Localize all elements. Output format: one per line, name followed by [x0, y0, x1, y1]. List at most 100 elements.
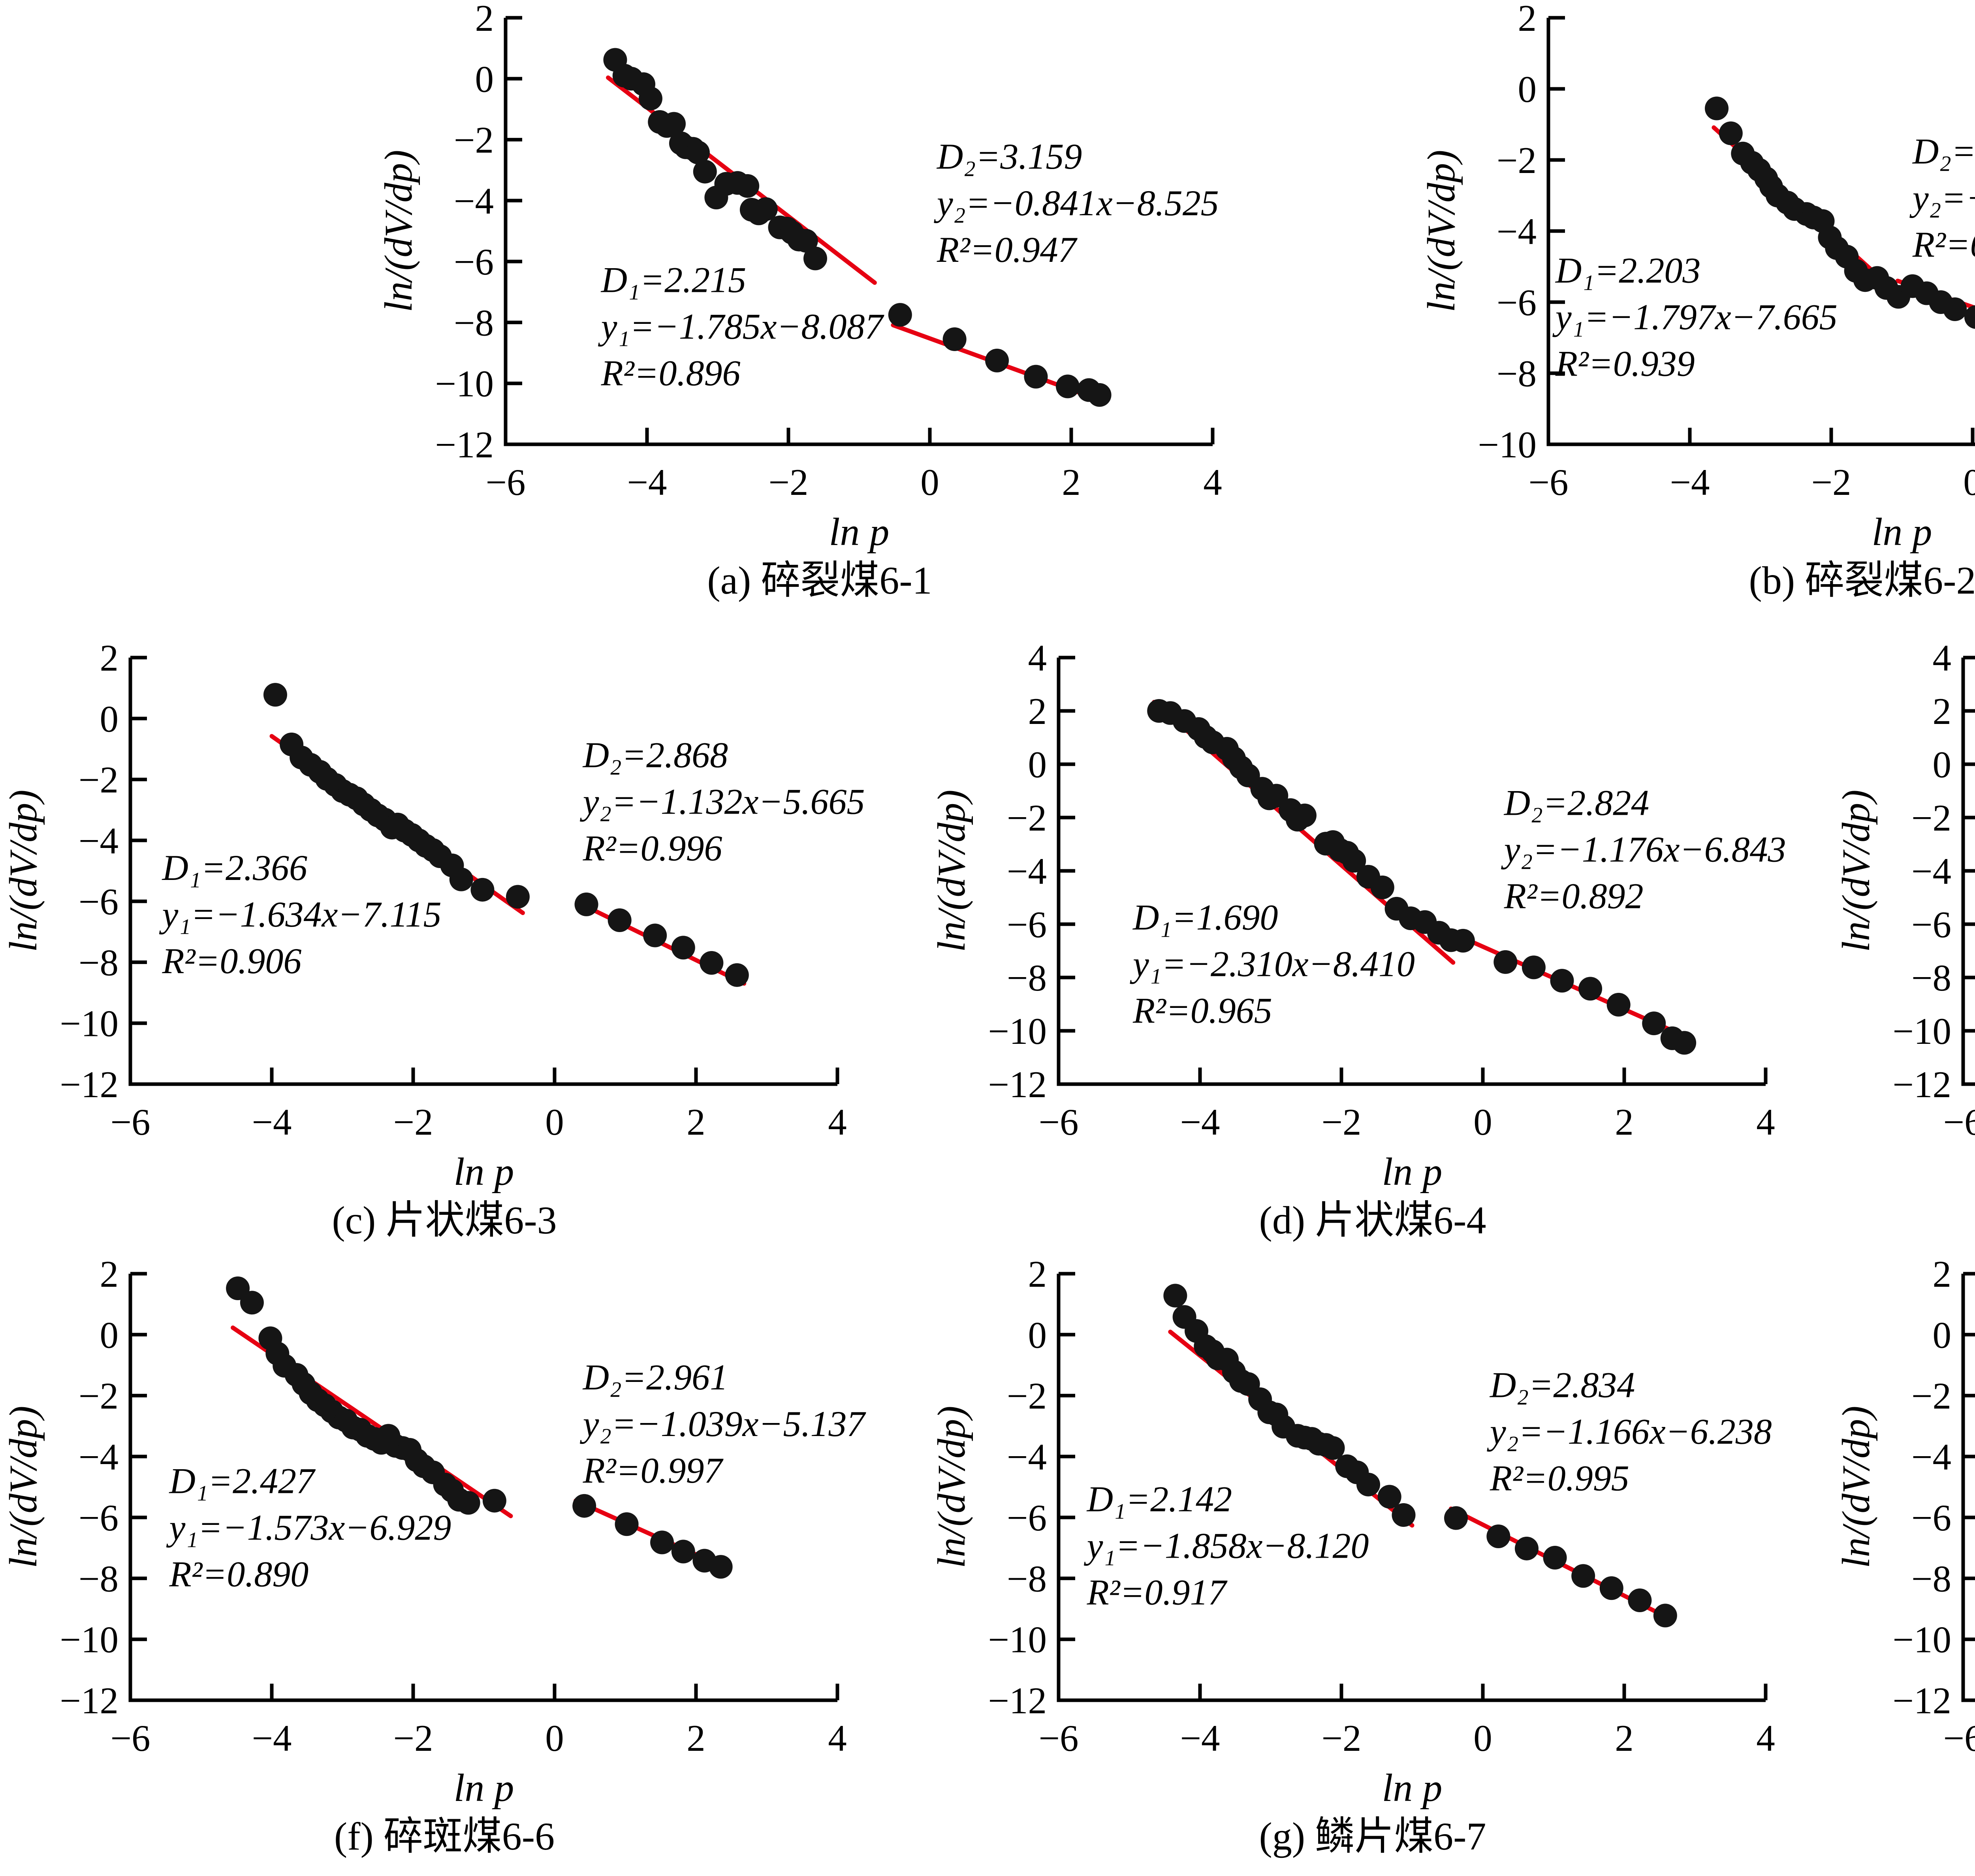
y-tick-label: 2	[1028, 1253, 1047, 1295]
x-tick-label: −4	[252, 1717, 292, 1759]
y-tick-label: −8	[1911, 1558, 1951, 1600]
fit-2-annotation-line: y₂=−0.694x−6.137	[1909, 178, 1975, 218]
x-tick-label: −4	[1670, 461, 1710, 503]
y-tick-label: 4	[1933, 640, 1952, 679]
data-point-seg2	[671, 1540, 695, 1564]
fit-1-annotation-line: y₁=−1.573x−6.929	[166, 1507, 451, 1547]
data-point-seg2	[1606, 993, 1631, 1017]
y-tick-label: 0	[100, 698, 119, 740]
data-point-seg1	[1356, 1472, 1381, 1496]
y-tick-label: −6	[79, 881, 118, 923]
fit-2-annotation-line: y₂=−0.841x−8.525	[934, 183, 1219, 223]
y-tick-label: 2	[100, 637, 119, 679]
data-point-seg2	[1642, 1011, 1666, 1036]
x-tick-label: −2	[768, 461, 808, 503]
data-point-seg2	[1599, 1576, 1623, 1600]
y-tick-label: 2	[1028, 690, 1047, 732]
fit-2-annotation-line: R²=0.965	[1912, 224, 1975, 265]
fit-2-annotation-line: D₂=2.824	[1503, 782, 1650, 823]
data-point-seg2	[1550, 969, 1574, 993]
data-point-seg1	[686, 140, 710, 164]
x-tick-label: 0	[545, 1717, 564, 1759]
fit-1-annotation-line: D₁=2.215	[600, 259, 747, 300]
x-tick-label: 4	[828, 1101, 847, 1143]
data-point-seg1	[693, 160, 717, 184]
data-point-seg2	[1943, 297, 1967, 321]
x-tick-label: −4	[1180, 1717, 1220, 1759]
subplot-d: 4 2 0 −2 −4 −6 −8 −10 −12 −6 −4 −2 0 2 4 ln/(dV/dp) ln p…	[928, 637, 1817, 1260]
y-tick-label: −2	[1007, 1375, 1047, 1417]
y-tick-label: −10	[1478, 424, 1537, 466]
data-point-seg2	[888, 303, 912, 327]
fit-1-annotation-line: D₁=2.366	[162, 848, 308, 888]
data-point-seg1	[263, 683, 287, 707]
y-tick-label: −12	[988, 1064, 1047, 1105]
data-point-seg1	[456, 1491, 480, 1515]
data-point-seg2	[615, 1512, 639, 1536]
fit-2-annotation-line: R²=0.996	[583, 828, 722, 868]
fit-2-annotation-line: D₂=3.306	[1912, 131, 1975, 171]
x-tick-label: 4	[828, 1717, 847, 1759]
data-point-seg2	[1024, 365, 1048, 389]
fit-2-annotation-line: D₂=3.159	[936, 136, 1082, 177]
fit-2-annotation-line: D₂=2.961	[582, 1357, 728, 1397]
data-point-seg2	[1514, 1536, 1539, 1560]
data-point-seg2	[572, 1494, 596, 1518]
fit-1-annotation-line: D₁=2.427	[168, 1461, 316, 1501]
subplot-caption: (d) 片状煤6-4	[1259, 1198, 1486, 1242]
y-tick-label: 2	[100, 1253, 119, 1295]
x-axis-label: ln p	[829, 510, 890, 554]
data-point-seg2	[709, 1555, 733, 1579]
y-tick-label: −6	[454, 241, 494, 283]
y-tick-label: −10	[988, 1619, 1047, 1661]
fit-1-annotation-line: R²=0.939	[1555, 344, 1695, 384]
x-tick-label: −6	[1038, 1717, 1078, 1759]
chart-f: 20−2−4−6−8−10−12−6 −4 −2 0 2 4ln/(dV/dp)ln pD…	[1, 1253, 866, 1810]
y-tick-label: −8	[1911, 957, 1951, 999]
data-point-seg2	[1451, 929, 1475, 953]
fit-1-annotation-line: R²=0.890	[169, 1554, 308, 1594]
y-tick-label: −10	[60, 1619, 118, 1661]
fit-1-annotation-line: R²=0.896	[601, 353, 741, 393]
y-tick-label: 2	[475, 0, 494, 39]
data-point-seg1	[1705, 96, 1729, 120]
data-point-seg2	[1653, 1603, 1677, 1628]
y-tick-label: 2	[1933, 690, 1952, 732]
y-tick-label: −8	[79, 942, 118, 983]
fit-2-annotation-line: y₂=−1.132x−5.665	[580, 782, 865, 822]
subplot-caption: (e) 片状煤6-5	[1833, 1199, 1975, 1242]
x-axis-label: ln p	[454, 1150, 514, 1194]
fit-1-annotation-line: R²=0.917	[1087, 1572, 1228, 1613]
x-tick-label: 0	[545, 1101, 564, 1143]
x-tick-label: 2	[1615, 1717, 1634, 1759]
data-point-seg2	[1522, 955, 1546, 979]
x-tick-label: −2	[1321, 1717, 1361, 1759]
data-point-seg1	[449, 867, 473, 891]
y-tick-label: −6	[1911, 1497, 1951, 1539]
y-tick-label: −10	[1892, 1010, 1951, 1052]
fit-2-annotation-line: R²=0.892	[1504, 876, 1644, 916]
y-axis-label: ln/(dV/dp)	[929, 789, 973, 952]
data-point-seg1	[735, 174, 760, 198]
fit-1-annotation-line: D₁=2.203	[1555, 250, 1701, 291]
x-tick-label: 0	[1963, 461, 1975, 503]
x-tick-label: −6	[485, 461, 525, 503]
y-tick-label: −2	[79, 759, 118, 801]
data-point-seg1	[754, 197, 778, 221]
data-point-seg2	[700, 951, 724, 975]
y-tick-label: −8	[1007, 1558, 1047, 1600]
y-tick-label: 2	[1933, 1256, 1952, 1295]
fit-1-annotation-line: y₁=−1.634x−7.115	[159, 894, 442, 934]
x-tick-label: 0	[1473, 1717, 1492, 1759]
data-point-seg1	[1370, 875, 1394, 899]
data-point-seg2	[942, 327, 967, 351]
axis-spines	[1961, 1274, 1975, 1702]
data-point-seg2	[574, 892, 598, 916]
fit-1-annotation-line: R²=0.965	[1132, 991, 1272, 1031]
data-point-seg2	[1486, 1524, 1510, 1548]
x-tick-label: 2	[1615, 1101, 1634, 1143]
